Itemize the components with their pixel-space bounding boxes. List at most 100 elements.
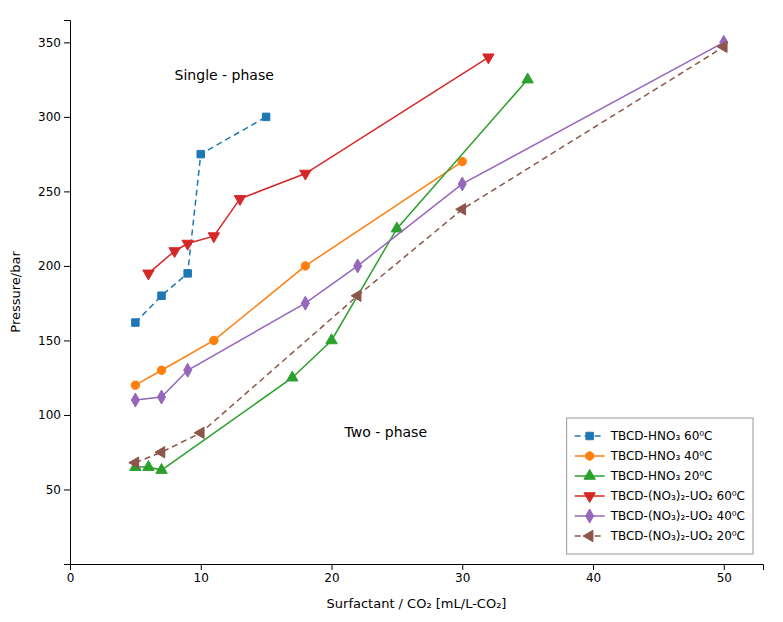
series-line [135, 80, 527, 470]
legend-marker [584, 493, 595, 503]
tick-mark [64, 266, 70, 267]
tick: 0 [67, 564, 75, 585]
point [131, 393, 139, 407]
legend-marker [583, 530, 593, 541]
tick: 10 [194, 564, 209, 585]
legend-label: TBCD-HNO₃ 20⁰C [610, 469, 713, 483]
annotation: Single - phase [175, 67, 274, 83]
tick: 100 [38, 408, 70, 422]
data-marks [129, 35, 728, 473]
legend-frame [567, 418, 753, 554]
legend-item: TBCD-(NO₃)₂-UO₂ 20⁰C [575, 529, 745, 543]
series-line [135, 117, 266, 323]
annotation: Two - phase [344, 424, 427, 440]
tick-label: 350 [38, 36, 61, 50]
tick-label: 200 [38, 259, 61, 273]
tick-label: 20 [324, 571, 339, 585]
tick-label: 30 [455, 571, 470, 585]
tick: 30 [455, 564, 470, 585]
tick-mark [724, 564, 725, 570]
y-axis-title: Pressure/bar [8, 251, 23, 333]
plot-area: 0 10 20 30 40 5050 100 150 200 250 300 350 Surfactan… [8, 21, 764, 612]
point [129, 457, 139, 468]
tick-mark [64, 191, 70, 192]
tick: 40 [586, 564, 601, 585]
axis-line [64, 21, 71, 565]
series [132, 113, 270, 326]
tick-label: 250 [38, 185, 61, 199]
point [158, 292, 165, 299]
point [155, 447, 165, 458]
x-axis-title: Surfactant / CO₂ [mL/L-CO₂] [327, 596, 507, 611]
tick: 350 [38, 36, 70, 50]
point [326, 334, 337, 344]
chart: 0 10 20 30 40 5050 100 150 200 250 300 350 Surfactan… [0, 0, 783, 622]
tick-label: 50 [46, 483, 61, 497]
tick: 300 [38, 110, 70, 124]
series-line [148, 57, 488, 273]
point [522, 73, 533, 83]
point [300, 170, 311, 180]
point [456, 204, 466, 215]
point [351, 290, 361, 301]
point [131, 381, 139, 389]
legend-label: TBCD-(NO₃)₂-UO₂ 60⁰C [610, 489, 745, 503]
series-line [135, 162, 462, 386]
point [157, 366, 165, 374]
series-line [135, 47, 723, 463]
point [717, 41, 727, 52]
tick-mark [64, 340, 70, 341]
legend-label: TBCD-HNO₃ 40⁰C [610, 449, 713, 463]
series [143, 54, 494, 280]
point [184, 270, 191, 277]
tick: 20 [324, 564, 339, 585]
legend-item: TBCD-HNO₃ 60⁰C [575, 429, 713, 443]
series-line [135, 42, 723, 400]
legend-marker [586, 509, 594, 523]
point [156, 464, 167, 474]
tick-mark [64, 42, 70, 43]
tick-label: 10 [194, 571, 209, 585]
tick-mark [462, 564, 463, 570]
point [301, 262, 309, 270]
legend-item: TBCD-(NO₃)₂-UO₂ 60⁰C [575, 489, 745, 503]
tick-mark [64, 415, 70, 416]
point [210, 336, 218, 344]
tick-label: 300 [38, 110, 61, 124]
point [262, 113, 269, 120]
tick-label: 100 [38, 408, 61, 422]
series [129, 41, 727, 468]
point [234, 196, 245, 206]
legend-item: TBCD-HNO₃ 20⁰C [575, 469, 713, 483]
legend-label: TBCD-(NO₃)₂-UO₂ 40⁰C [610, 509, 745, 523]
tick: 250 [38, 185, 70, 199]
tick-mark [332, 564, 333, 570]
point [194, 427, 204, 438]
tick: 200 [38, 259, 70, 273]
point [391, 222, 402, 232]
point [143, 270, 154, 280]
point [197, 150, 204, 157]
tick-label: 40 [586, 571, 601, 585]
point [483, 54, 494, 64]
tick-mark [201, 564, 202, 570]
tick-label: 150 [38, 334, 61, 348]
point [354, 259, 362, 273]
point [169, 248, 180, 258]
point [132, 319, 139, 326]
legend-label: TBCD-(NO₃)₂-UO₂ 20⁰C [610, 529, 745, 543]
legend: TBCD-HNO₃ 60⁰C TBCD-HNO₃ 40⁰C TBCD-HNO₃ 20… [567, 418, 753, 554]
tick-mark [64, 117, 70, 118]
legend-marker [585, 452, 593, 460]
y-axis: 50 100 150 200 250 300 350 [38, 21, 70, 565]
series [130, 73, 534, 473]
point [208, 233, 219, 243]
point [143, 461, 154, 471]
legend-marker [584, 469, 595, 479]
tick-mark [593, 564, 594, 570]
legend-marker [586, 432, 593, 439]
point [458, 177, 466, 191]
legend-item: TBCD-(NO₃)₂-UO₂ 40⁰C [575, 509, 745, 523]
point [287, 371, 298, 381]
tick: 150 [38, 334, 70, 348]
